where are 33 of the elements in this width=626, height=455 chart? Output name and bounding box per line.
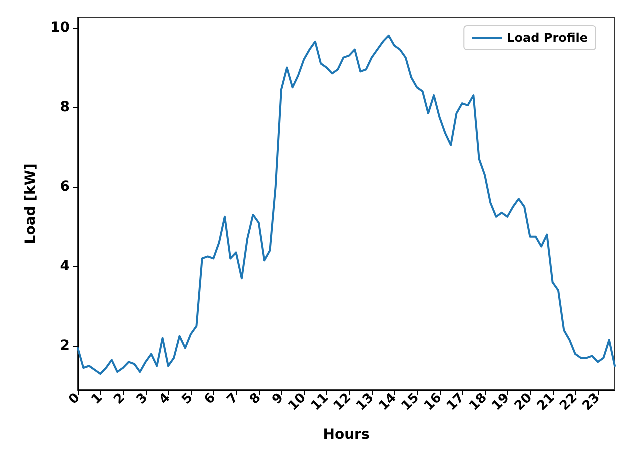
x-tick-label: 19 [490, 390, 513, 414]
x-tick-label: 2 [112, 390, 129, 408]
x-tick-label: 11 [308, 390, 332, 414]
x-tick-label: 0 [66, 390, 84, 408]
x-tick-label: 8 [247, 390, 264, 408]
y-tick-label: 2 [60, 338, 70, 354]
y-tick-label: 8 [60, 100, 70, 116]
x-tick-label: 9 [270, 390, 287, 408]
x-tick-label: 12 [331, 390, 355, 414]
x-tick-label: 15 [399, 390, 422, 414]
y-tick-label: 10 [50, 20, 70, 36]
x-tick-label: 20 [512, 390, 536, 414]
x-tick-label: 16 [422, 390, 446, 414]
y-tick-label: 6 [60, 179, 70, 196]
x-tick-label: 22 [557, 390, 581, 414]
x-tick-label: 5 [179, 390, 196, 408]
x-tick-label: 17 [444, 390, 468, 414]
x-tick-label: 18 [466, 390, 490, 414]
x-tick-label: 23 [580, 390, 604, 414]
line-series [77, 34, 616, 376]
x-axis-title: Hours [323, 427, 370, 443]
y-tick-label: 4 [60, 258, 70, 275]
x-tick-label: 6 [202, 390, 219, 408]
x-tick-label: 7 [224, 390, 242, 408]
legend-label: Load Profile [507, 31, 588, 45]
x-tick-label: 1 [88, 390, 106, 408]
x-tick-label: 3 [134, 390, 152, 408]
x-tick-label: 14 [376, 390, 400, 414]
x-tick-label: 10 [286, 390, 310, 414]
x-tick-label: 4 [156, 390, 174, 408]
x-tick-label: 21 [534, 390, 558, 414]
x-tick-label: 13 [354, 390, 378, 414]
y-axis-title: Load [kW] [23, 164, 39, 244]
